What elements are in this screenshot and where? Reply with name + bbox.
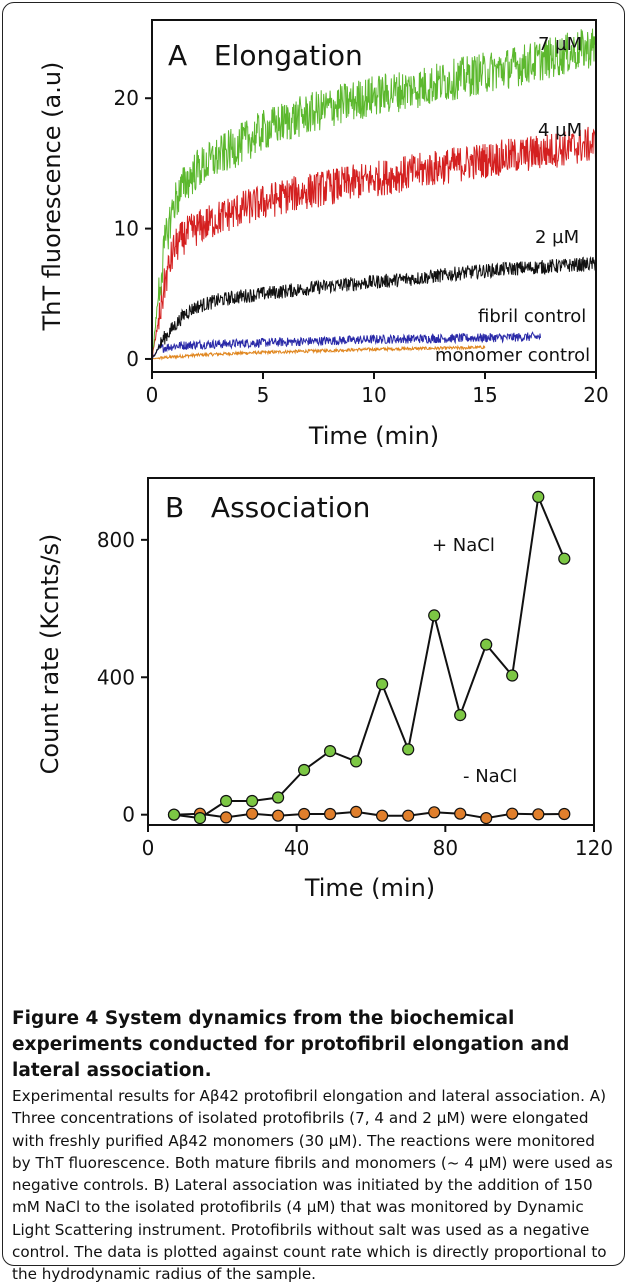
series-nacl-point (480, 812, 493, 825)
series-nacl-point (167, 808, 181, 821)
association-title: B Association (165, 491, 370, 524)
series-nacl-point (376, 809, 389, 822)
elongation-series-layer (151, 28, 597, 363)
series-nacl-point (350, 755, 363, 768)
association-x-tick-label: 80 (433, 836, 458, 860)
elongation-x-tick-label: 0 (146, 383, 159, 407)
series-nacl-point (376, 678, 389, 691)
series-nacl-point (220, 794, 233, 808)
series-nacl-point (454, 807, 467, 820)
label-plus-nacl: + NaCl (432, 535, 495, 556)
caption-title: Figure 4 System dynamics from the bioche… (12, 1008, 570, 1081)
series-monomer-control-trace (151, 344, 486, 361)
elongation-x-tick-label: 15 (472, 383, 497, 407)
series-7-m-trace (151, 28, 597, 363)
series-4-m-trace (151, 126, 597, 360)
association-chart: 0 40 80 120 0 400 800 B Association + NaCl - N… (36, 477, 613, 902)
series-nacl-line (173, 493, 566, 820)
association-y-tick-label: 400 (97, 665, 135, 689)
association-y-tick-label: 800 (97, 528, 135, 552)
series-nacl-point (324, 745, 337, 758)
label-fibril-control: fibril control (478, 306, 586, 327)
label-2uM: 2 µM (535, 227, 579, 248)
series-nacl-point (272, 791, 285, 804)
elongation-x-tick-label: 10 (361, 383, 386, 407)
caption-body: Experimental results for Aβ42 protofibri… (12, 1087, 613, 1284)
figure-caption: Figure 4 System dynamics from the bioche… (12, 1006, 616, 1286)
association-y-tick-label: 0 (122, 803, 135, 827)
association-y-axis-label: Count rate (Kcnts/s) (36, 534, 64, 775)
series-nacl-point (298, 807, 311, 821)
series-nacl-point (506, 807, 519, 820)
series-nacl-point (402, 743, 415, 756)
elongation-x-tick-label: 5 (257, 383, 270, 407)
series-nacl-point (350, 805, 363, 818)
association-x-tick-label: 0 (142, 836, 155, 860)
association-x-tick-label: 40 (284, 836, 309, 860)
elongation-y-axis-label: ThT fluorescence (a.u) (38, 62, 66, 332)
series-nacl-point (454, 709, 467, 722)
series-nacl-point (480, 638, 493, 651)
series-nacl-point (246, 807, 259, 820)
series-nacl-point (506, 669, 519, 682)
series-nacl-point (272, 809, 285, 822)
association-plot-frame (147, 477, 595, 826)
elongation-y-tick-label: 20 (114, 86, 139, 110)
series-nacl-point (298, 763, 311, 777)
association-ticks: 0 40 80 120 0 400 800 (97, 528, 613, 860)
series-nacl-point (246, 794, 259, 808)
series-2-m-trace (151, 255, 597, 359)
elongation-y-tick-label: 0 (126, 347, 139, 371)
figure-frame (2, 2, 625, 1266)
series-nacl-point (558, 807, 571, 821)
series-nacl-point (324, 807, 337, 821)
label-7uM: 7 µM (538, 34, 582, 55)
elongation-chart: 0 5 10 15 20 0 10 20 A Elongation 7 µM 4 µM 2 µ… (38, 19, 609, 450)
series-nacl-point (532, 808, 545, 821)
label-monomer-control: monomer control (435, 345, 590, 366)
series-nacl-point (532, 490, 545, 504)
elongation-title: A Elongation (168, 39, 363, 72)
series-nacl-point (193, 812, 207, 825)
association-x-axis-label: Time (min) (304, 874, 435, 902)
label-minus-nacl: - NaCl (463, 766, 517, 787)
elongation-x-axis-label: Time (min) (308, 422, 439, 450)
association-x-tick-label: 120 (575, 836, 613, 860)
series-nacl-point (428, 609, 441, 622)
elongation-y-tick-label: 10 (114, 217, 139, 241)
series-fibril-control-trace (151, 331, 541, 360)
association-series-layer (167, 490, 571, 825)
series-nacl-point (428, 806, 441, 819)
elongation-x-tick-label: 20 (583, 383, 608, 407)
elongation-ticks: 0 5 10 15 20 0 10 20 (114, 86, 609, 407)
series-nacl-point (220, 811, 233, 824)
series-nacl-line (173, 810, 565, 820)
label-4uM: 4 µM (538, 120, 582, 141)
series-nacl-point (558, 552, 571, 565)
series-nacl-point (402, 809, 415, 822)
